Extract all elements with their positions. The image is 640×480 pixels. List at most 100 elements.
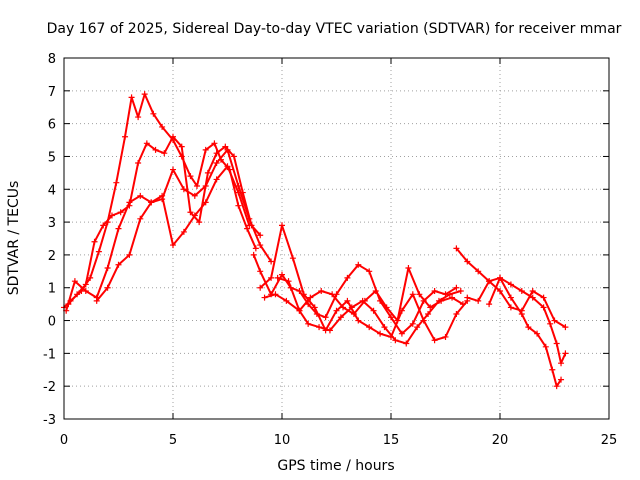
- y-axis-ticks: -3 -2 -1 0 1 2 3 4 5 6 7 8: [43, 52, 609, 428]
- data-point: [344, 297, 351, 304]
- x-tick-label: 5: [169, 433, 177, 448]
- data-point: [191, 212, 198, 219]
- data-point: [213, 176, 220, 183]
- data-point: [252, 245, 259, 252]
- data-point: [235, 189, 242, 196]
- data-point: [108, 212, 115, 219]
- data-point: [425, 310, 432, 317]
- data-point: [213, 160, 220, 167]
- data-point: [337, 314, 344, 321]
- data-point: [409, 320, 416, 327]
- data-point: [268, 274, 275, 281]
- data-point: [518, 288, 525, 295]
- data-point: [348, 304, 355, 311]
- data-point: [497, 288, 503, 295]
- series-track-7: [261, 265, 466, 324]
- data-point: [231, 153, 238, 160]
- data-point: [137, 192, 144, 199]
- data-point: [296, 307, 303, 314]
- data-point: [542, 343, 549, 350]
- y-axis-label: SDTVAR / TECUs: [6, 181, 22, 296]
- data-point: [196, 219, 203, 226]
- series-track-11: [486, 274, 565, 390]
- data-point: [279, 222, 285, 229]
- data-point: [257, 284, 264, 291]
- series-track-10: [464, 278, 569, 331]
- series-line: [276, 276, 462, 345]
- series-track-6: [257, 222, 471, 344]
- data-point: [115, 225, 122, 232]
- data-point: [170, 242, 176, 249]
- data-point: [224, 163, 231, 170]
- y-tick-label: -1: [43, 347, 56, 362]
- data-point: [104, 265, 111, 272]
- data-point: [329, 291, 336, 298]
- data-point: [135, 114, 142, 121]
- data-point: [529, 288, 536, 295]
- x-axis-label: GPS time / hours: [277, 458, 394, 474]
- data-series: [61, 91, 569, 390]
- data-point: [431, 288, 438, 295]
- data-point: [224, 146, 231, 153]
- data-point: [257, 268, 264, 275]
- data-point: [211, 140, 218, 147]
- data-point: [549, 366, 556, 373]
- data-point: [152, 146, 159, 153]
- data-point: [268, 258, 275, 265]
- data-point: [150, 110, 157, 117]
- data-point: [453, 284, 460, 291]
- data-point: [191, 192, 198, 199]
- x-tick-label: 10: [274, 433, 291, 448]
- series-line: [65, 148, 273, 312]
- data-point: [305, 320, 312, 327]
- data-point: [135, 160, 142, 167]
- data-point: [137, 215, 144, 222]
- data-point: [143, 140, 150, 147]
- data-point: [141, 91, 148, 98]
- data-point: [507, 281, 514, 288]
- data-point: [551, 317, 558, 324]
- y-tick-label: 1: [48, 282, 56, 297]
- plot-frame: [63, 57, 610, 420]
- data-point: [100, 222, 107, 229]
- data-point: [388, 314, 394, 321]
- data-point: [93, 297, 100, 304]
- y-tick-label: 7: [48, 85, 56, 100]
- data-point: [180, 186, 187, 193]
- data-point: [326, 327, 333, 334]
- data-point: [126, 251, 133, 258]
- data-point: [148, 199, 155, 206]
- data-point: [274, 274, 281, 281]
- data-point: [82, 281, 89, 288]
- data-point: [558, 376, 565, 383]
- data-point: [459, 301, 466, 308]
- data-point: [113, 179, 120, 186]
- data-point: [366, 324, 373, 331]
- data-point: [272, 291, 279, 298]
- data-point: [383, 304, 390, 311]
- data-point: [446, 291, 453, 298]
- data-point: [529, 294, 536, 301]
- data-point: [398, 330, 405, 337]
- data-point: [307, 294, 314, 301]
- data-point: [289, 255, 296, 262]
- data-point: [296, 288, 303, 295]
- data-point: [370, 307, 377, 314]
- data-point: [355, 317, 362, 324]
- data-point: [202, 199, 209, 206]
- data-point: [250, 251, 257, 258]
- data-point: [442, 333, 449, 340]
- data-point: [562, 324, 569, 331]
- data-point: [431, 337, 438, 344]
- data-point: [486, 278, 493, 285]
- data-point: [246, 222, 253, 229]
- data-point: [159, 192, 166, 199]
- data-point: [115, 261, 122, 268]
- series-track-8: [274, 274, 464, 347]
- data-point: [222, 143, 229, 150]
- x-axis-ticks: 0 5 10 15 20 25: [60, 58, 617, 448]
- data-point: [540, 304, 547, 311]
- data-point: [333, 307, 340, 314]
- data-point: [558, 360, 565, 367]
- x-tick-label: 25: [601, 433, 618, 448]
